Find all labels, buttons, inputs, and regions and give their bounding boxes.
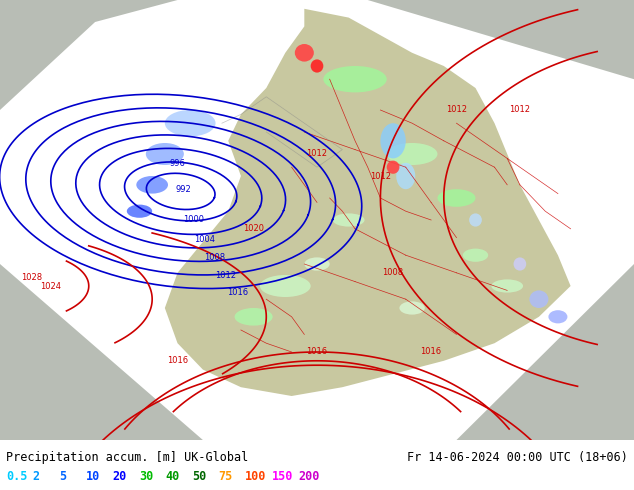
Text: 1012: 1012	[370, 172, 391, 180]
Text: 992: 992	[176, 185, 191, 194]
Ellipse shape	[333, 214, 365, 226]
Ellipse shape	[437, 189, 476, 207]
Text: 1008: 1008	[382, 269, 404, 277]
Ellipse shape	[136, 176, 168, 194]
Text: 50: 50	[192, 469, 206, 483]
Text: 1012: 1012	[446, 105, 467, 115]
Ellipse shape	[304, 257, 330, 270]
FancyBboxPatch shape	[0, 0, 634, 440]
Text: 1028: 1028	[21, 273, 42, 282]
Text: 0.5: 0.5	[6, 469, 28, 483]
Text: 200: 200	[298, 469, 320, 483]
Polygon shape	[0, 0, 634, 440]
Text: 1004: 1004	[193, 235, 215, 245]
Ellipse shape	[387, 161, 399, 174]
Text: 1008: 1008	[204, 253, 225, 262]
Ellipse shape	[548, 310, 567, 323]
Ellipse shape	[127, 205, 152, 218]
Ellipse shape	[165, 110, 216, 136]
Ellipse shape	[529, 291, 548, 308]
Text: 996: 996	[169, 159, 186, 168]
Ellipse shape	[323, 66, 387, 93]
Ellipse shape	[311, 59, 323, 73]
Text: 10: 10	[86, 469, 100, 483]
Ellipse shape	[235, 308, 273, 325]
Ellipse shape	[396, 163, 415, 189]
Ellipse shape	[146, 143, 184, 165]
Text: 1012: 1012	[215, 270, 236, 279]
Ellipse shape	[469, 214, 482, 226]
Text: 1016: 1016	[306, 347, 328, 357]
Ellipse shape	[399, 301, 425, 315]
Text: 1016: 1016	[420, 347, 442, 357]
Ellipse shape	[463, 248, 488, 262]
Text: Precipitation accum. [m] UK-Global: Precipitation accum. [m] UK-Global	[6, 451, 249, 464]
Text: 1012: 1012	[509, 105, 531, 115]
Ellipse shape	[295, 44, 314, 62]
Text: 40: 40	[165, 469, 179, 483]
Text: 5: 5	[60, 469, 67, 483]
Ellipse shape	[491, 279, 523, 293]
Text: 2: 2	[33, 469, 40, 483]
Text: 1024: 1024	[40, 281, 61, 291]
Text: Fr 14-06-2024 00:00 UTC (18+06): Fr 14-06-2024 00:00 UTC (18+06)	[407, 451, 628, 464]
Ellipse shape	[380, 123, 406, 158]
Text: 1020: 1020	[243, 224, 264, 233]
Text: 1016: 1016	[227, 288, 249, 297]
Text: 150: 150	[271, 469, 293, 483]
Text: 1000: 1000	[183, 216, 204, 224]
Ellipse shape	[260, 275, 311, 297]
Polygon shape	[165, 9, 571, 396]
Text: 30: 30	[139, 469, 153, 483]
Text: 100: 100	[245, 469, 266, 483]
Text: 1012: 1012	[306, 149, 328, 158]
Ellipse shape	[514, 257, 526, 270]
Text: 20: 20	[112, 469, 127, 483]
Ellipse shape	[387, 143, 437, 165]
Text: 1016: 1016	[167, 356, 188, 366]
Text: 75: 75	[219, 469, 233, 483]
